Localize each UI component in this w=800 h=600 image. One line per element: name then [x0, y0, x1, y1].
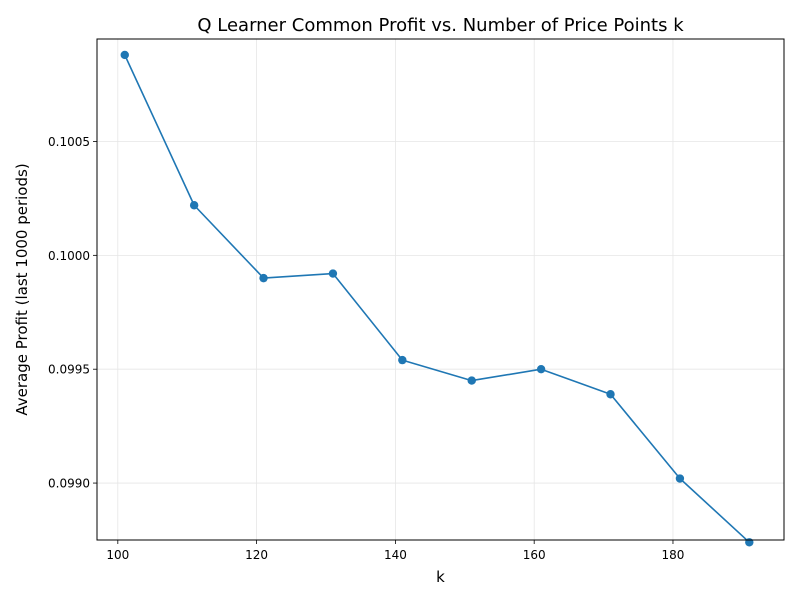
chart-title: Q Learner Common Profit vs. Number of Pr…	[197, 15, 684, 36]
y-tick-label: 0.1005	[48, 135, 90, 149]
data-point	[259, 273, 268, 283]
y-tick-label: 0.0995	[48, 363, 90, 377]
data-point	[398, 355, 407, 365]
y-tick-label: 0.1000	[48, 249, 90, 263]
data-point	[675, 474, 685, 483]
x-axis-label: k	[436, 568, 445, 586]
data-point	[745, 538, 754, 547]
series-line	[124, 54, 750, 543]
x-tick-label: 120	[245, 548, 268, 562]
series-layer	[120, 50, 754, 547]
data-point	[189, 201, 199, 210]
data-point	[536, 365, 546, 374]
x-tick-label: 100	[106, 548, 129, 562]
y-tick-label: 0.0990	[48, 477, 90, 491]
gridlines	[97, 39, 784, 540]
data-point	[120, 50, 129, 60]
ticks: 100 120 140 160 180 0.0990 0.0995 0.1000 0.1005	[48, 135, 684, 562]
y-axis-label: Average Profit (last 1000 periods)	[13, 163, 31, 415]
data-point	[328, 269, 338, 278]
x-tick-label: 160	[523, 548, 546, 562]
data-point	[467, 376, 476, 385]
x-tick-label: 140	[384, 548, 407, 562]
data-point	[606, 390, 615, 399]
x-tick-label: 180	[662, 548, 685, 562]
plot-frame	[96, 38, 785, 541]
